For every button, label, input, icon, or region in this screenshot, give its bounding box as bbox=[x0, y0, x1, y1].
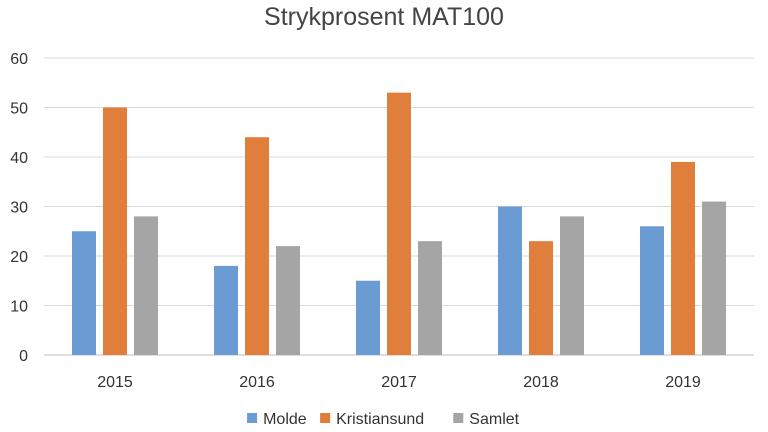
bar-molde-2017 bbox=[356, 280, 380, 355]
bar-samlet-2017 bbox=[418, 241, 442, 355]
y-tick-label: 50 bbox=[10, 101, 28, 118]
y-axis-tick-labels: 0 10 20 30 40 50 60 bbox=[10, 51, 28, 365]
legend-swatch bbox=[320, 413, 331, 423]
legend-swatch bbox=[247, 413, 258, 423]
x-tick-label: 2017 bbox=[381, 374, 417, 391]
legend-item-molde: Molde bbox=[247, 411, 307, 428]
bar-samlet-2015 bbox=[134, 216, 158, 355]
bar-kristiansund-2016 bbox=[245, 137, 269, 355]
y-tick-label: 10 bbox=[10, 299, 28, 316]
bar-molde-2019 bbox=[640, 226, 664, 355]
legend-swatch bbox=[453, 413, 464, 423]
y-tick-label: 20 bbox=[10, 249, 28, 266]
bar-kristiansund-2017 bbox=[387, 92, 411, 356]
y-tick-label: 30 bbox=[10, 200, 28, 217]
legend-label: Kristiansund bbox=[336, 411, 424, 428]
x-tick-label: 2018 bbox=[523, 374, 559, 391]
legend: Molde Kristiansund Samlet bbox=[247, 411, 520, 428]
x-tick-label: 2015 bbox=[97, 374, 133, 391]
x-axis-tick-labels: 2015 2016 2017 2018 2019 bbox=[97, 374, 701, 391]
bar-molde-2015 bbox=[72, 231, 96, 355]
bar-molde-2016 bbox=[214, 265, 238, 355]
legend-label: Molde bbox=[263, 411, 307, 428]
bar-kristiansund-2019 bbox=[671, 161, 695, 355]
x-tick-label: 2019 bbox=[665, 374, 701, 391]
legend-item-kristiansund: Kristiansund bbox=[320, 411, 424, 428]
x-tick-label: 2016 bbox=[239, 374, 275, 391]
bar-molde-2018 bbox=[498, 206, 522, 355]
bar-kristiansund-2015 bbox=[103, 107, 127, 355]
bar-samlet-2019 bbox=[702, 201, 726, 355]
legend-item-samlet: Samlet bbox=[453, 411, 520, 428]
chart-title: Strykprosent MAT100 bbox=[264, 3, 504, 31]
bar-samlet-2018 bbox=[560, 216, 584, 355]
legend-label: Samlet bbox=[469, 411, 519, 428]
bars bbox=[72, 92, 726, 356]
y-tick-label: 0 bbox=[19, 348, 28, 365]
y-tick-label: 40 bbox=[10, 150, 28, 167]
y-tick-label: 60 bbox=[10, 51, 28, 68]
bar-kristiansund-2018 bbox=[529, 241, 553, 355]
bar-samlet-2016 bbox=[276, 246, 300, 355]
